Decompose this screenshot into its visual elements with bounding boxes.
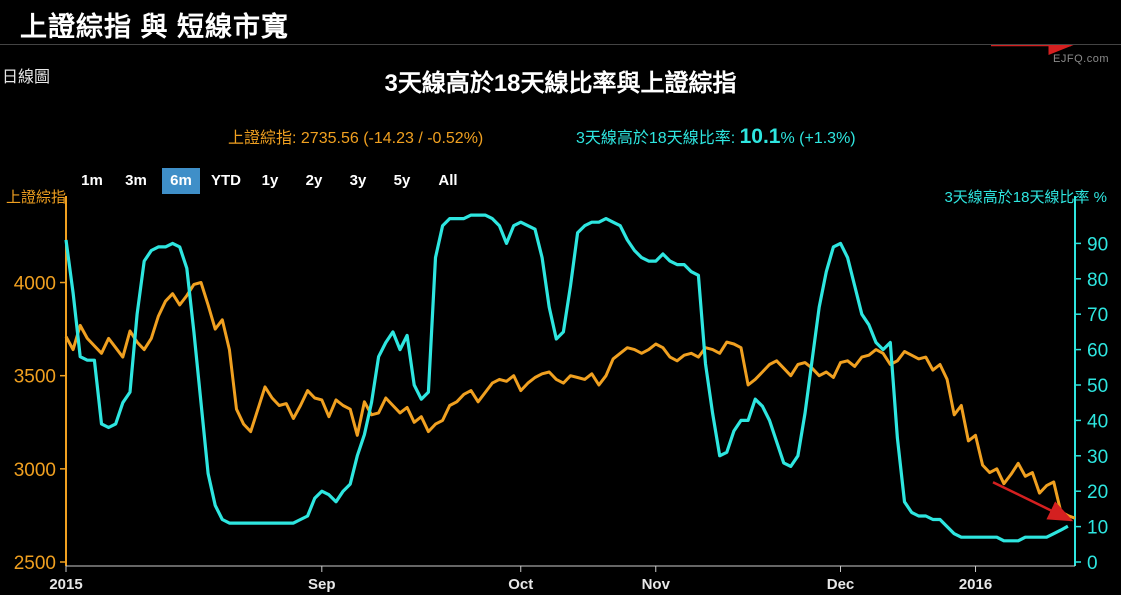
plot-svg: 2500 3000 3500 4000 0 10 20 30 40 50 60 70 80 90 2015 S… — [14, 45, 1108, 593]
y-tick-label-right: 20 — [1087, 482, 1108, 503]
x-tick-label: Dec — [827, 576, 855, 593]
legend-ratio: 3天線高於18天線比率: 10.1% (+1.3%) — [576, 124, 856, 149]
y-tick-label-right: 70 — [1087, 305, 1108, 326]
series-line-ratio — [64, 213, 1069, 543]
legend-ratio-suffix: % (+1.3%) — [780, 130, 856, 147]
chart-area: 日線圖 EJFQ.com 3天線高於18天線比率與上證綜指 上證綜指: 2735… — [0, 45, 1121, 595]
x-tick-label: Oct — [508, 576, 533, 593]
x-tick-label: Sep — [308, 576, 336, 593]
y-tick-label-right: 10 — [1087, 518, 1108, 539]
y-tick-label-left: 3500 — [14, 367, 56, 388]
x-tick-label: Nov — [642, 576, 671, 593]
range-button-3y[interactable]: 3y — [349, 172, 367, 189]
banner: 上證綜指 與 短線市寬 — [0, 0, 1121, 45]
legend-index-label: 上證綜指: — [228, 130, 297, 147]
range-button-ytd[interactable]: YTD — [211, 172, 241, 189]
y-tick-label-right: 50 — [1087, 376, 1108, 397]
y-tick-label-right: 60 — [1087, 341, 1108, 362]
y-tick-label-right: 40 — [1087, 411, 1108, 432]
series-line-index — [64, 281, 1076, 520]
range-button-all[interactable]: All — [438, 172, 458, 189]
y-tick-label-right: 0 — [1087, 553, 1098, 574]
banner-title: 上證綜指 與 短線市寬 — [20, 12, 290, 42]
watermark: EJFQ.com — [1053, 53, 1109, 65]
range-button-5y[interactable]: 5y — [393, 172, 411, 189]
y-axis-left-title: 上證綜指 — [6, 189, 67, 206]
x-tick-label: 2015 — [49, 576, 82, 593]
legend-index: 上證綜指: 2735.56 (-14.23 / -0.52%) — [228, 124, 483, 148]
range-button-2y[interactable]: 2y — [305, 172, 323, 189]
series-layer — [64, 213, 1076, 543]
x-tick-label: 2016 — [959, 576, 992, 593]
period-label: 日線圖 — [2, 69, 51, 86]
chart-title: 3天線高於18天線比率與上證綜指 — [384, 70, 737, 97]
y-tick-label-left: 2500 — [14, 553, 56, 574]
range-button-1y[interactable]: 1y — [261, 172, 279, 189]
annotation-layer — [991, 45, 1074, 522]
y-tick-label-right: 90 — [1087, 234, 1108, 255]
annotation-arrow-index — [992, 481, 1074, 522]
legend-ratio-label: 3天線高於18天線比率: — [576, 130, 736, 147]
range-button-1m[interactable]: 1m — [81, 172, 103, 189]
legend-ratio-value: 10.1 — [739, 125, 781, 148]
axes-layer: 2500 3000 3500 4000 0 10 20 30 40 50 60 70 80 90 2015 S… — [14, 196, 1108, 593]
y-tick-label-left: 4000 — [14, 274, 56, 295]
y-axis-right-title: 3天線高於18天線比率 % — [944, 189, 1107, 206]
y-tick-label-right: 30 — [1087, 447, 1108, 468]
range-button-6m[interactable]: 6m — [162, 168, 200, 194]
legend-index-value: 2735.56 (-14.23 / -0.52%) — [300, 130, 484, 147]
y-tick-label-right: 80 — [1087, 270, 1108, 291]
range-button-3m[interactable]: 3m — [125, 172, 147, 189]
y-tick-label-left: 3000 — [14, 460, 56, 481]
